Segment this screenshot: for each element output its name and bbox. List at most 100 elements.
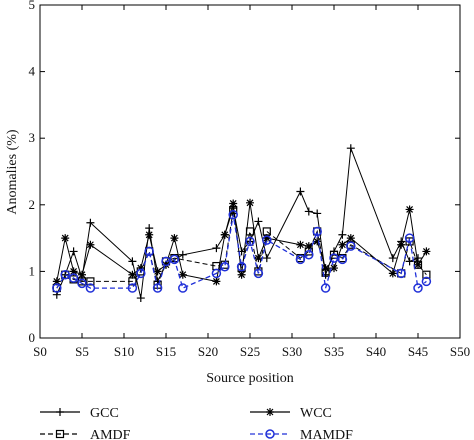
data-point-mamdf	[413, 283, 423, 293]
data-point-mamdf	[152, 283, 163, 293]
data-point-gcc	[69, 247, 78, 256]
legend-marker-mamdf	[265, 429, 275, 439]
data-point-gcc	[128, 257, 137, 266]
data-point-amdf	[128, 277, 137, 286]
data-point-wcc	[296, 240, 305, 249]
data-point-wcc	[178, 270, 187, 279]
data-point-wcc	[388, 269, 397, 278]
data-point-wcc	[153, 267, 162, 276]
data-point-wcc	[330, 264, 338, 273]
data-point-gcc	[136, 294, 145, 303]
data-point-amdf	[262, 227, 271, 236]
data-point-wcc	[237, 270, 246, 279]
data-point-wcc	[338, 240, 347, 249]
data-point-gcc	[254, 217, 263, 226]
series-gcc	[52, 144, 422, 303]
data-point-gcc	[346, 144, 355, 153]
data-point-wcc	[145, 230, 154, 239]
y-tick-label: 3	[29, 130, 36, 145]
data-point-mamdf	[52, 283, 62, 293]
data-point-mamdf	[245, 236, 255, 247]
data-point-gcc	[178, 250, 187, 259]
legend-item-mamdf: MAMDF	[250, 428, 353, 440]
x-tick-label: S5	[75, 344, 89, 359]
x-tick-label: S40	[366, 344, 386, 359]
data-point-mamdf	[127, 283, 138, 293]
data-point-wcc	[254, 254, 263, 263]
series-lines	[52, 144, 432, 303]
data-point-gcc	[313, 209, 322, 218]
data-point-mamdf	[220, 261, 230, 272]
data-point-mamdf	[295, 254, 306, 265]
series-mamdf	[52, 210, 432, 293]
x-tick-label: S10	[114, 344, 134, 359]
x-tick-label: S25	[240, 344, 260, 359]
data-point-gcc	[61, 270, 70, 279]
data-point-mamdf	[60, 269, 70, 280]
data-point-amdf	[304, 247, 313, 256]
data-point-wcc	[78, 270, 86, 279]
y-tick-label: 5	[29, 0, 36, 12]
data-point-gcc	[86, 218, 95, 227]
data-point-amdf	[321, 268, 330, 277]
data-point-mamdf	[161, 256, 171, 267]
data-point-gcc	[338, 230, 347, 239]
data-point-amdf	[86, 277, 95, 286]
data-point-mamdf	[337, 254, 348, 265]
data-point-gcc	[304, 207, 313, 216]
data-point-wcc	[321, 264, 330, 273]
data-point-gcc	[212, 244, 221, 253]
x-tick-label: S30	[282, 344, 302, 359]
data-point-gcc	[296, 187, 305, 196]
data-point-amdf	[245, 227, 255, 236]
x-tick-label: S45	[408, 344, 428, 359]
x-tick-label: S35	[324, 344, 344, 359]
legend: GCC WCC AMDF MAMDF	[40, 406, 353, 440]
x-tick-label: S50	[450, 344, 470, 359]
data-point-mamdf	[228, 210, 238, 220]
data-point-wcc	[128, 270, 137, 279]
data-point-wcc	[414, 260, 422, 269]
legend-marker-gcc	[56, 408, 64, 416]
data-point-wcc	[246, 198, 254, 207]
data-point-mamdf	[68, 273, 79, 283]
data-point-wcc	[52, 277, 61, 286]
data-point-wcc	[346, 234, 355, 243]
data-point-amdf	[422, 270, 431, 279]
series-line-mamdf	[56, 214, 427, 291]
y-axis-label: Anomalies (%)	[5, 129, 20, 214]
legend-item-wcc: WCC	[250, 406, 332, 421]
data-point-mamdf	[77, 278, 87, 289]
data-point-amdf	[229, 206, 238, 215]
data-point-mamdf	[236, 261, 247, 272]
data-point-wcc	[86, 240, 95, 249]
data-point-wcc	[313, 237, 322, 246]
series-line-wcc	[56, 202, 427, 282]
data-point-mamdf	[253, 268, 264, 279]
data-point-wcc	[170, 234, 179, 243]
data-point-mamdf	[144, 246, 154, 257]
legend-label-gcc: GCC	[90, 406, 119, 421]
y-tick-label: 4	[29, 64, 36, 79]
x-tick-label: S20	[198, 344, 218, 359]
data-point-wcc	[61, 234, 70, 243]
legend-label-wcc: WCC	[300, 406, 332, 421]
x-tick-label: S0	[33, 344, 47, 359]
series-wcc	[52, 198, 431, 286]
data-point-mamdf	[320, 283, 331, 293]
legend-item-gcc: GCC	[40, 406, 119, 421]
data-point-amdf	[329, 250, 339, 259]
legend-label-amdf: AMDF	[90, 428, 131, 440]
data-point-gcc	[388, 254, 397, 263]
data-point-mamdf	[262, 235, 272, 245]
data-point-mamdf	[312, 226, 322, 237]
data-point-wcc	[397, 240, 406, 249]
data-point-wcc	[229, 199, 238, 208]
x-axis-label: Source position	[206, 371, 294, 386]
data-point-gcc	[405, 257, 414, 266]
data-point-mamdf	[211, 268, 222, 279]
data-point-wcc	[262, 234, 271, 243]
data-point-mamdf	[169, 254, 180, 265]
data-point-wcc	[212, 277, 221, 286]
